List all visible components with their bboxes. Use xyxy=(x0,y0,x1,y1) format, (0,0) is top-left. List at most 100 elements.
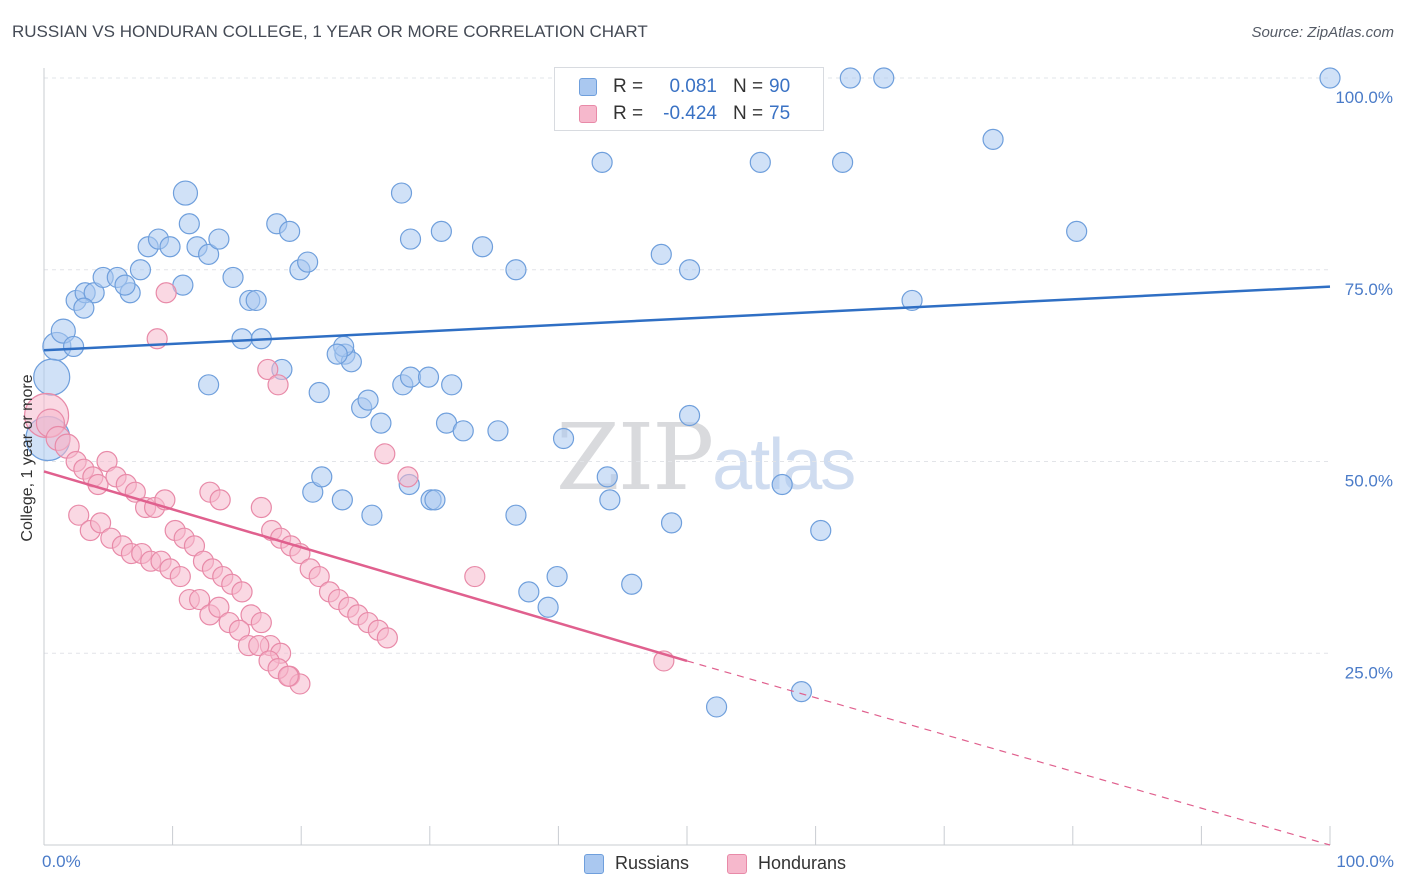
russians-point xyxy=(441,374,463,396)
hondurans-point xyxy=(89,512,112,534)
russians-point xyxy=(678,404,701,427)
correlation-legend: R = 0.081 N = 90 R = -0.424 N = 75 xyxy=(554,67,824,131)
series-legend: Russians Hondurans xyxy=(0,852,1406,878)
hondurans-point xyxy=(267,374,289,396)
russians-point xyxy=(749,151,771,173)
hondurans-point xyxy=(257,358,279,381)
russians-point xyxy=(810,519,832,542)
russians-swatch xyxy=(584,854,604,874)
russians-swatch xyxy=(579,78,597,96)
legend-n-value: 75 xyxy=(769,103,791,124)
hondurans-point xyxy=(231,581,253,603)
russians-point xyxy=(198,374,220,396)
russians-point xyxy=(1066,220,1088,242)
y-axis-label: College, 1 year or more xyxy=(19,374,36,542)
hondurans-swatch xyxy=(727,854,747,874)
x-tick-label-min: 0.0% xyxy=(42,852,81,871)
legend-label-hondurans: Hondurans xyxy=(758,853,847,873)
russians-trend-line xyxy=(43,285,1331,352)
hondurans-point xyxy=(248,634,270,657)
legend-n-label: N = xyxy=(733,103,764,124)
russians-point xyxy=(33,358,71,396)
legend-label-russians: Russians xyxy=(615,853,690,873)
russians-point xyxy=(159,236,181,258)
y-tick-label: 100.0% xyxy=(1335,88,1393,107)
legend-n-label: N = xyxy=(733,76,764,97)
russians-point xyxy=(311,466,333,488)
russians-point xyxy=(790,680,813,703)
russians-point xyxy=(518,581,540,603)
russians-point xyxy=(982,128,1004,150)
chart-title: RUSSIAN VS HONDURAN COLLEGE, 1 YEAR OR M… xyxy=(12,22,648,41)
russians-point xyxy=(839,67,861,89)
russians-point xyxy=(471,236,494,258)
russians-point xyxy=(505,259,527,281)
russians-point xyxy=(326,343,348,365)
russians-point xyxy=(546,565,568,588)
russians-point xyxy=(832,151,854,173)
russians-point xyxy=(129,259,152,281)
x-tick-label-max: 100.0% xyxy=(1336,852,1394,871)
russians-point xyxy=(873,67,895,89)
russians-point xyxy=(231,328,253,350)
russians-point xyxy=(357,389,379,411)
russians-point xyxy=(771,473,793,496)
russians-point xyxy=(308,381,330,404)
hondurans-point xyxy=(308,565,330,588)
hondurans-point xyxy=(277,665,299,687)
russians-point xyxy=(208,228,230,250)
y-tick-label: 75.0% xyxy=(1345,280,1393,299)
hondurans-point xyxy=(155,282,177,304)
russians-point xyxy=(678,259,701,281)
hondurans-trend-extension xyxy=(686,660,1331,846)
russians-point xyxy=(660,512,683,534)
legend-r-label: R = xyxy=(613,103,644,124)
hondurans-point xyxy=(397,466,419,488)
hondurans-point xyxy=(464,565,486,588)
russians-point xyxy=(599,489,621,511)
russians-point xyxy=(297,251,319,273)
hondurans-point xyxy=(374,443,396,465)
russians-point xyxy=(390,182,413,204)
hondurans-point xyxy=(209,489,231,511)
russians-point xyxy=(172,180,199,206)
russians-point xyxy=(399,228,422,250)
hondurans-point xyxy=(250,496,272,519)
hondurans-point xyxy=(376,627,398,649)
russians-point xyxy=(452,420,474,442)
russians-point xyxy=(591,151,613,173)
source-label: Source: ZipAtlas.com xyxy=(1251,24,1394,41)
y-tick-label: 25.0% xyxy=(1345,663,1393,682)
russians-point xyxy=(901,289,923,312)
hondurans-trend-line xyxy=(43,470,688,663)
hondurans-point xyxy=(189,588,211,611)
russians-point xyxy=(399,366,422,388)
hondurans-point xyxy=(208,596,230,618)
russians-point xyxy=(552,427,575,450)
russians-point xyxy=(198,243,220,266)
hondurans-swatch xyxy=(579,105,597,123)
russians-point xyxy=(430,220,452,242)
legend-r-value: 0.081 xyxy=(669,76,717,97)
russians-point xyxy=(424,489,446,511)
legend-row-hondurans: R = -0.424 N = 75 xyxy=(555,100,823,128)
russians-point xyxy=(487,420,509,442)
russians-point xyxy=(370,412,392,434)
legend-r-label: R = xyxy=(613,76,644,97)
russians-point xyxy=(361,504,383,526)
russians-point xyxy=(279,220,301,242)
legend-row-russians: R = 0.081 N = 90 xyxy=(555,73,823,101)
russians-point xyxy=(705,696,728,718)
russians-point xyxy=(417,366,440,388)
russians-point xyxy=(222,266,244,289)
russians-point xyxy=(596,466,618,488)
russians-point xyxy=(331,489,353,511)
russians-point xyxy=(1319,67,1341,89)
y-tick-label: 50.0% xyxy=(1345,472,1393,491)
hondurans-point xyxy=(68,504,90,526)
hondurans-point xyxy=(169,565,191,588)
russians-point xyxy=(178,213,200,235)
russians-point xyxy=(73,297,95,319)
russians-point xyxy=(505,504,527,526)
